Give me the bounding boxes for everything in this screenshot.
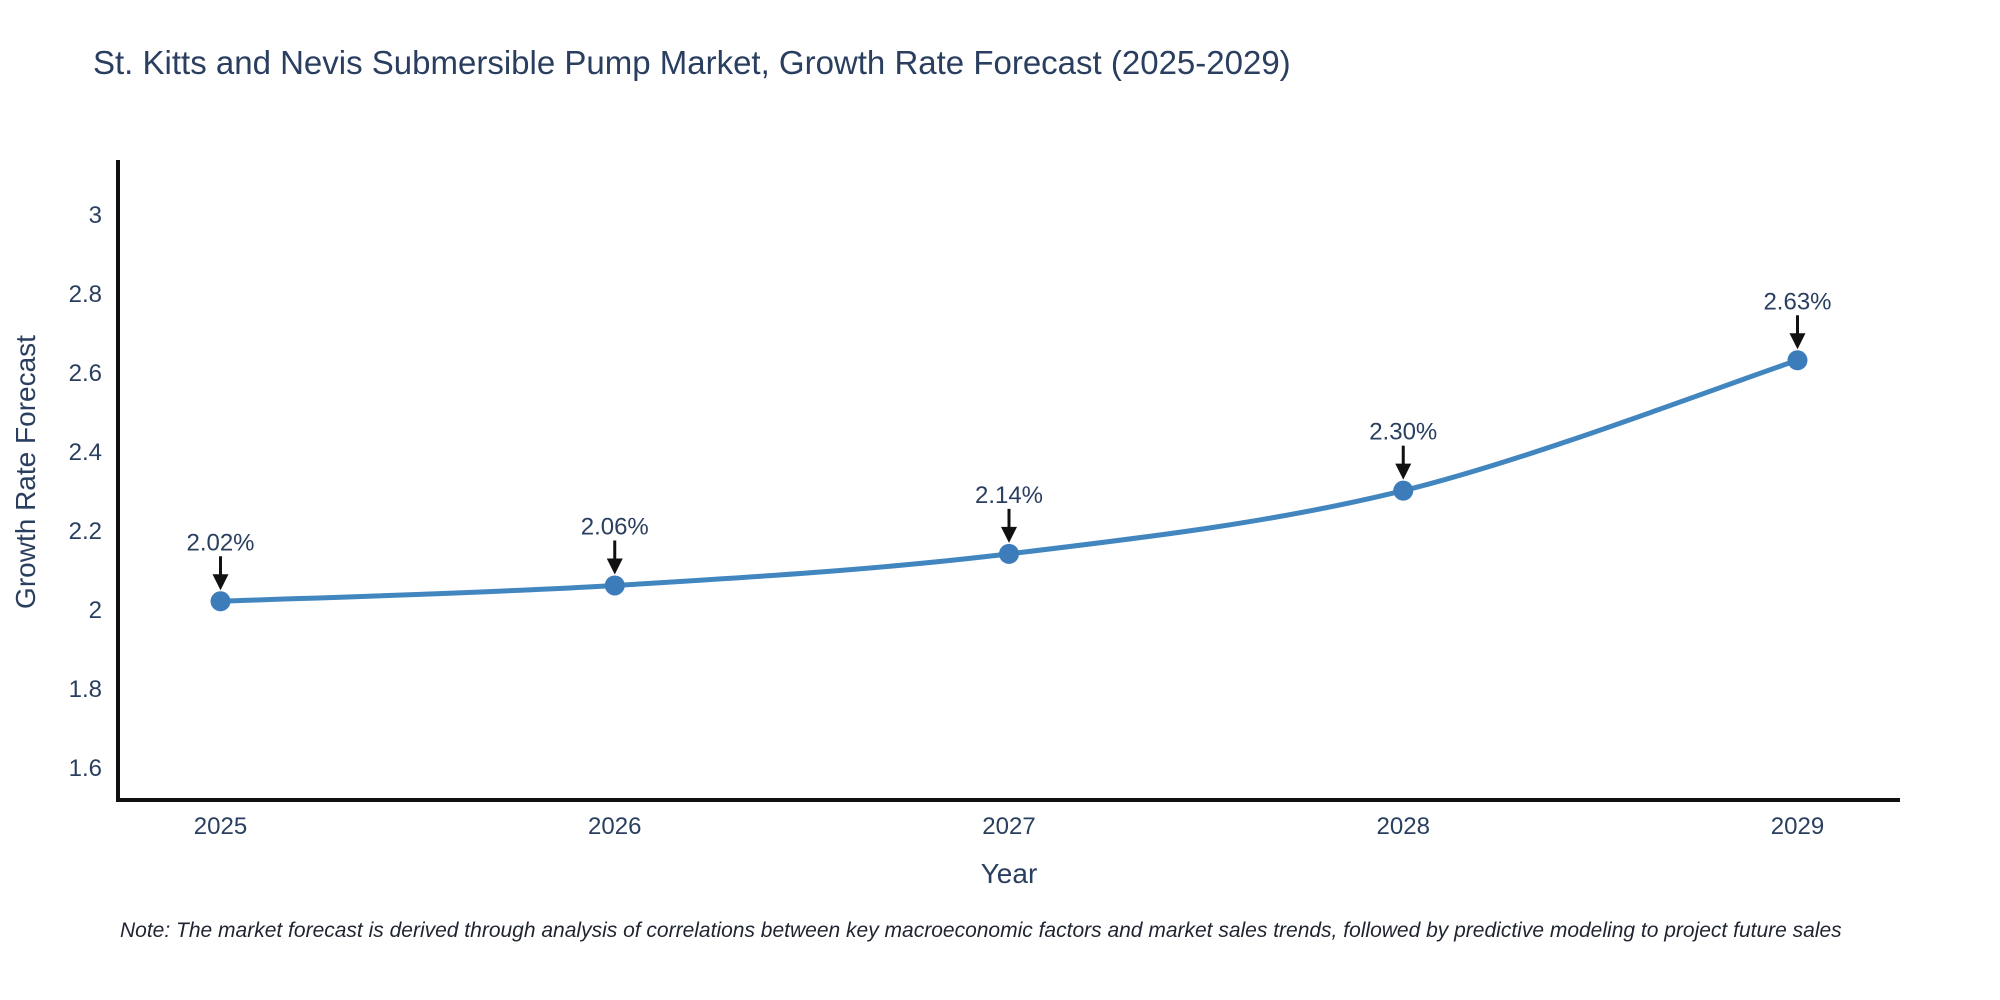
y-tick-label: 2.2 <box>69 518 102 545</box>
annotation-arrowhead-icon <box>212 574 229 591</box>
y-axis-title: Growth Rate Forecast <box>10 335 41 609</box>
data-point-2025[interactable] <box>210 591 231 612</box>
data-point-2026[interactable] <box>604 575 625 596</box>
data-label: 2.06% <box>581 513 649 540</box>
y-tick-label: 2.8 <box>69 281 102 308</box>
y-tick-label: 2.6 <box>69 360 102 387</box>
growth-rate-line <box>218 357 1800 604</box>
x-axis-title: Year <box>980 858 1038 889</box>
x-tick-label: 2025 <box>194 813 247 840</box>
annotation-arrowhead-icon <box>1789 333 1806 350</box>
y-tick-label: 3 <box>89 202 102 229</box>
annotation-arrowhead-icon <box>606 558 623 575</box>
data-point-2028[interactable] <box>1393 480 1414 501</box>
x-tick-label: 2029 <box>1771 813 1824 840</box>
data-point-2027[interactable] <box>999 543 1019 564</box>
x-tick-label: 2026 <box>588 813 641 840</box>
footnote: Note: The market forecast is derived thr… <box>120 919 1842 942</box>
data-label: 2.30% <box>1369 419 1437 446</box>
chart-title: St. Kitts and Nevis Submersible Pump Mar… <box>93 44 1291 81</box>
y-tick-label: 1.8 <box>69 676 102 703</box>
data-label: 2.63% <box>1763 288 1831 315</box>
annotation-arrowhead-icon <box>1001 526 1017 543</box>
data-label: 2.14% <box>975 482 1043 509</box>
data-point-2029[interactable] <box>1787 350 1808 371</box>
y-tick-label: 2.4 <box>69 439 102 466</box>
annotation-arrowhead-icon <box>1395 463 1412 480</box>
x-tick-label: 2028 <box>1377 813 1430 840</box>
data-label: 2.02% <box>186 529 254 556</box>
y-tick-label: 1.6 <box>69 755 102 782</box>
y-tick-label: 2 <box>89 597 102 624</box>
x-tick-label: 2027 <box>982 813 1035 840</box>
